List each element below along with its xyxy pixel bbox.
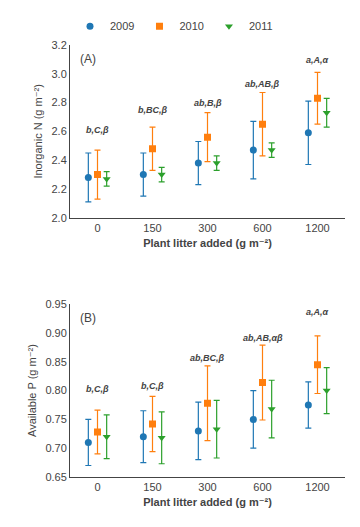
svg-text:300: 300 xyxy=(198,481,216,493)
svg-text:0.65: 0.65 xyxy=(45,471,66,483)
svg-text:2.6: 2.6 xyxy=(52,125,67,137)
svg-text:Plant litter added (g m⁻²): Plant litter added (g m⁻²) xyxy=(143,237,272,249)
svg-text:150: 150 xyxy=(143,222,161,234)
svg-text:2.0: 2.0 xyxy=(52,212,67,224)
svg-text:a,A,α: a,A,α xyxy=(306,307,329,317)
svg-text:3.0: 3.0 xyxy=(52,68,67,80)
svg-text:Plant litter added (g m⁻²): Plant litter added (g m⁻²) xyxy=(143,496,272,508)
svg-text:0.70: 0.70 xyxy=(45,442,66,454)
svg-text:0.90: 0.90 xyxy=(45,327,66,339)
svg-text:150: 150 xyxy=(143,481,161,493)
svg-text:(B): (B) xyxy=(80,311,96,325)
svg-text:b,C,β: b,C,β xyxy=(86,125,109,135)
svg-text:300: 300 xyxy=(198,222,216,234)
svg-text:600: 600 xyxy=(253,222,271,234)
svg-text:ab,BC,β: ab,BC,β xyxy=(190,353,225,363)
svg-text:0.75: 0.75 xyxy=(45,413,66,425)
svg-text:(A): (A) xyxy=(80,52,96,66)
svg-text:2.2: 2.2 xyxy=(52,183,67,195)
svg-text:0.80: 0.80 xyxy=(45,384,66,396)
svg-text:b,BC,β: b,BC,β xyxy=(138,105,167,115)
svg-text:2009: 2009 xyxy=(110,20,134,32)
svg-text:2010: 2010 xyxy=(179,20,203,32)
svg-text:ab,AB,αβ: ab,AB,αβ xyxy=(243,333,283,343)
svg-text:1200: 1200 xyxy=(305,481,329,493)
svg-text:Available P (g m⁻²): Available P (g m⁻²) xyxy=(26,344,38,437)
svg-text:b,C,β: b,C,β xyxy=(86,384,109,394)
svg-text:2.8: 2.8 xyxy=(52,96,67,108)
svg-text:2011: 2011 xyxy=(249,20,273,32)
svg-text:600: 600 xyxy=(253,481,271,493)
svg-text:b,C,β: b,C,β xyxy=(141,381,164,391)
svg-text:1200: 1200 xyxy=(305,222,329,234)
svg-text:a,A,α: a,A,α xyxy=(306,55,329,65)
svg-text:0.85: 0.85 xyxy=(45,356,66,368)
svg-text:0.95: 0.95 xyxy=(45,298,66,310)
svg-text:3.2: 3.2 xyxy=(52,39,67,51)
svg-text:Inorganic N (g m⁻²): Inorganic N (g m⁻²) xyxy=(32,84,44,178)
svg-text:0: 0 xyxy=(94,481,100,493)
svg-text:2.4: 2.4 xyxy=(52,154,67,166)
svg-text:ab,B,β: ab,B,β xyxy=(194,98,222,108)
svg-text:0: 0 xyxy=(94,222,100,234)
svg-text:ab,AB,β: ab,AB,β xyxy=(245,79,280,89)
